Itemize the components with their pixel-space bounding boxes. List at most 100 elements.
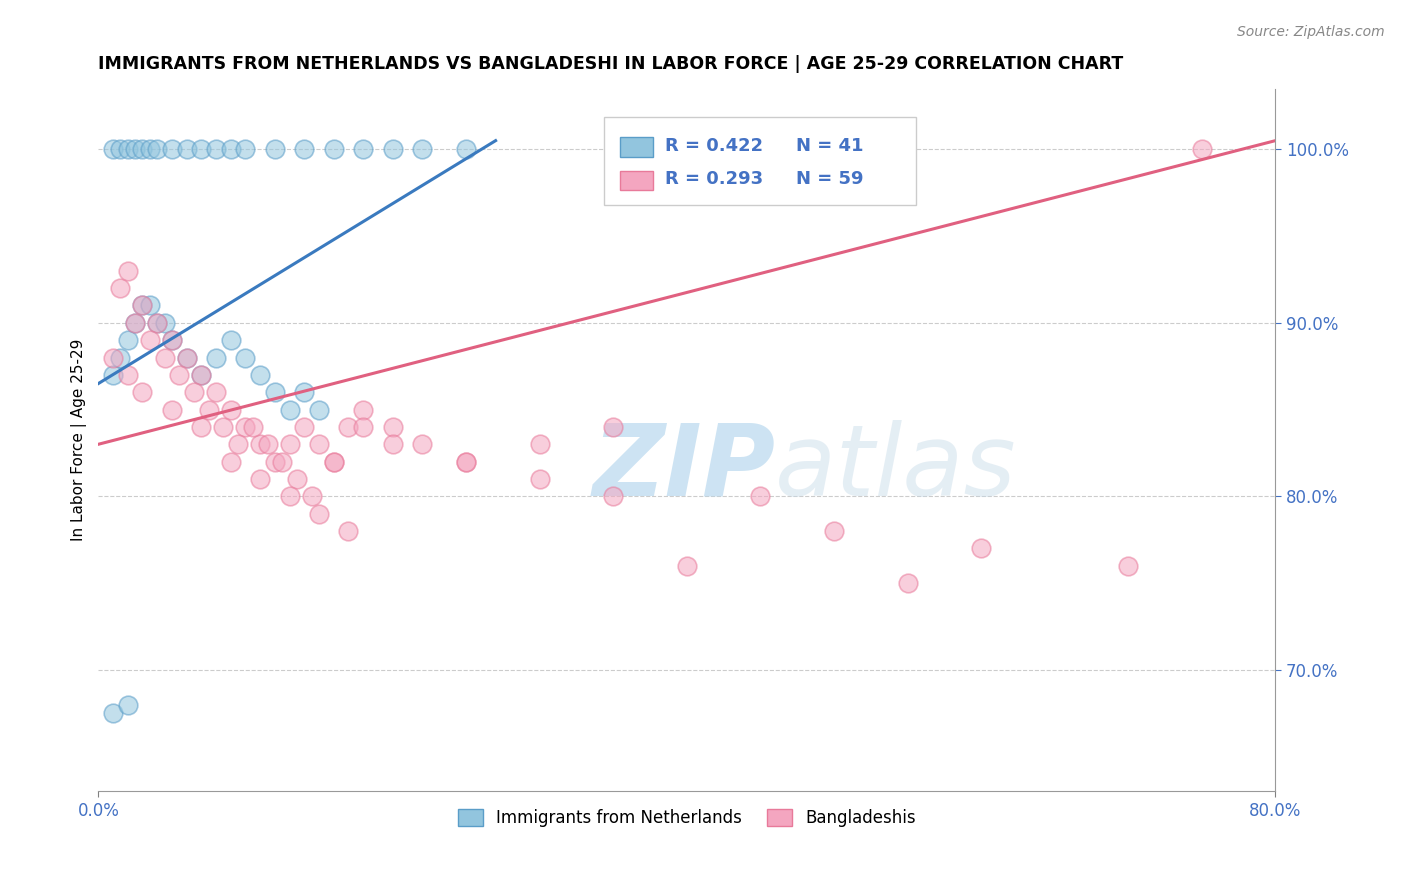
Point [352,142,374,156]
Point [308,402,330,417]
Point [308,507,330,521]
Point [278,489,301,503]
Point [411,142,433,156]
Point [337,420,360,434]
Point [292,420,315,434]
Point [292,385,315,400]
Point [1116,558,1139,573]
Point [110,351,132,365]
Point [190,368,212,382]
Point [529,437,551,451]
Point [970,541,993,556]
Point [249,472,271,486]
Point [110,281,132,295]
Point [197,402,219,417]
Point [271,455,294,469]
Point [278,437,301,451]
Point [117,333,139,347]
Point [602,420,624,434]
Point [146,142,169,156]
Point [131,298,153,312]
Point [322,142,344,156]
Text: R = 0.422: R = 0.422 [665,136,762,154]
Text: IMMIGRANTS FROM NETHERLANDS VS BANGLADESHI IN LABOR FORCE | AGE 25-29 CORRELATIO: IMMIGRANTS FROM NETHERLANDS VS BANGLADES… [98,55,1123,73]
Point [301,489,323,503]
Point [352,402,374,417]
Point [139,298,162,312]
Point [235,351,257,365]
Text: N = 41: N = 41 [796,136,863,154]
Point [337,524,360,538]
Point [235,142,257,156]
Point [131,142,153,156]
Point [256,437,278,451]
Point [242,420,264,434]
Point [176,142,198,156]
Point [249,368,271,382]
Text: Source: ZipAtlas.com: Source: ZipAtlas.com [1237,25,1385,39]
Point [897,576,920,591]
Point [117,368,139,382]
Point [160,333,183,347]
Point [139,142,162,156]
Point [124,316,146,330]
Point [146,316,169,330]
Point [264,142,287,156]
Point [381,142,404,156]
Point [190,368,212,382]
Point [176,351,198,365]
Point [101,142,124,156]
Bar [620,170,652,191]
Point [101,706,124,721]
Point [456,455,478,469]
FancyBboxPatch shape [605,117,917,204]
Point [381,437,404,451]
Point [456,142,478,156]
Point [219,402,242,417]
Point [219,142,242,156]
Point [278,402,301,417]
Point [117,264,139,278]
Point [292,142,315,156]
Point [264,455,287,469]
Point [529,472,551,486]
Point [381,420,404,434]
Point [264,385,287,400]
Point [226,437,249,451]
Point [131,298,153,312]
Point [456,455,478,469]
Point [308,437,330,451]
Point [205,385,228,400]
Point [160,402,183,417]
Point [117,698,139,712]
Point [749,489,772,503]
Point [411,437,433,451]
Point [117,142,139,156]
Point [160,333,183,347]
Point [285,472,308,486]
Point [676,558,699,573]
Point [176,351,198,365]
Point [322,455,344,469]
Point [139,333,162,347]
Point [190,142,212,156]
Point [205,142,228,156]
Point [160,142,183,156]
Point [249,437,271,451]
Point [212,420,235,434]
Point [110,142,132,156]
Point [1191,142,1213,156]
Point [101,351,124,365]
Text: ZIP: ZIP [593,419,776,516]
Point [124,142,146,156]
Point [153,351,176,365]
Point [602,489,624,503]
Legend: Immigrants from Netherlands, Bangladeshis: Immigrants from Netherlands, Bangladeshi… [451,802,922,833]
Point [219,455,242,469]
Point [352,420,374,434]
Y-axis label: In Labor Force | Age 25-29: In Labor Force | Age 25-29 [72,339,87,541]
Point [183,385,205,400]
Point [169,368,191,382]
Point [322,455,344,469]
Point [235,420,257,434]
